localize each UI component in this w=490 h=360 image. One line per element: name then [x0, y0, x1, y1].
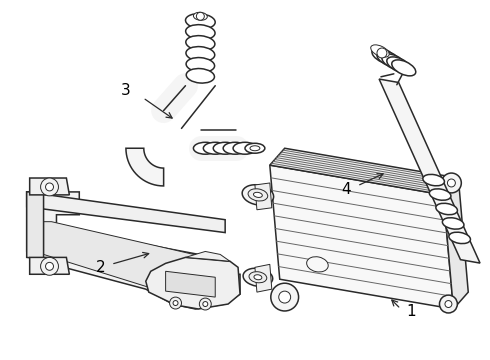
Ellipse shape — [423, 174, 444, 186]
Ellipse shape — [233, 142, 257, 154]
Ellipse shape — [223, 142, 247, 154]
Polygon shape — [30, 178, 70, 195]
Ellipse shape — [248, 189, 268, 201]
Text: 3: 3 — [121, 83, 131, 98]
Ellipse shape — [186, 46, 215, 61]
Ellipse shape — [186, 36, 215, 50]
Ellipse shape — [387, 57, 411, 73]
Polygon shape — [255, 183, 272, 210]
Ellipse shape — [249, 272, 267, 283]
Ellipse shape — [194, 12, 207, 20]
Circle shape — [440, 295, 457, 313]
Ellipse shape — [194, 142, 217, 154]
Polygon shape — [26, 192, 225, 233]
Circle shape — [279, 291, 291, 303]
Ellipse shape — [254, 275, 262, 280]
Polygon shape — [270, 165, 453, 309]
Ellipse shape — [382, 54, 406, 70]
Ellipse shape — [307, 257, 328, 272]
Ellipse shape — [449, 232, 470, 244]
Text: 2: 2 — [96, 260, 106, 275]
Polygon shape — [270, 148, 458, 195]
Ellipse shape — [429, 189, 451, 200]
Circle shape — [447, 179, 455, 187]
Circle shape — [196, 12, 204, 20]
Polygon shape — [26, 192, 240, 309]
Ellipse shape — [250, 146, 260, 151]
Ellipse shape — [242, 185, 273, 205]
Circle shape — [445, 301, 452, 307]
Circle shape — [441, 173, 461, 193]
Polygon shape — [166, 271, 215, 297]
Polygon shape — [185, 251, 230, 261]
Ellipse shape — [436, 203, 458, 215]
Ellipse shape — [377, 51, 401, 67]
Text: 1: 1 — [407, 305, 416, 319]
Circle shape — [173, 301, 178, 306]
Circle shape — [271, 283, 298, 311]
Ellipse shape — [442, 218, 464, 229]
Circle shape — [199, 298, 211, 310]
Ellipse shape — [253, 192, 262, 197]
Ellipse shape — [186, 68, 215, 83]
Circle shape — [170, 297, 181, 309]
Polygon shape — [26, 192, 44, 260]
Polygon shape — [146, 257, 240, 309]
Circle shape — [41, 257, 58, 275]
Ellipse shape — [186, 58, 215, 72]
Ellipse shape — [392, 60, 416, 76]
Circle shape — [46, 262, 53, 270]
Circle shape — [377, 48, 387, 58]
Polygon shape — [30, 257, 70, 274]
Ellipse shape — [213, 142, 237, 154]
Polygon shape — [443, 178, 468, 309]
Ellipse shape — [243, 268, 273, 286]
Polygon shape — [379, 79, 480, 263]
Text: 4: 4 — [341, 183, 351, 197]
Polygon shape — [255, 264, 272, 292]
Polygon shape — [126, 148, 164, 186]
Ellipse shape — [245, 143, 265, 153]
Circle shape — [46, 183, 53, 191]
Ellipse shape — [371, 45, 389, 57]
Circle shape — [41, 178, 58, 196]
Ellipse shape — [186, 25, 215, 40]
Circle shape — [203, 302, 208, 306]
Ellipse shape — [372, 48, 396, 64]
Ellipse shape — [203, 142, 227, 154]
Ellipse shape — [186, 14, 215, 29]
Polygon shape — [44, 222, 215, 294]
